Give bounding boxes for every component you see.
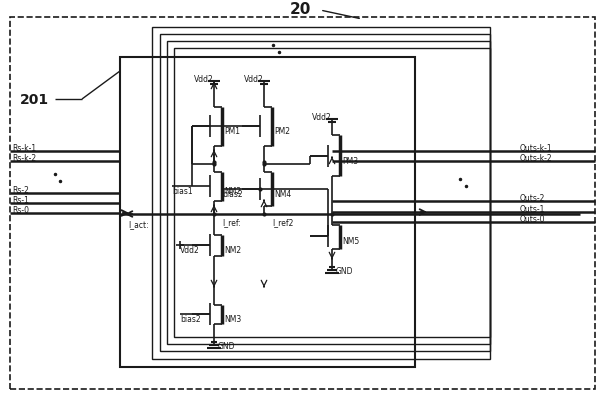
Bar (174, 49, 490, 337)
Text: GND: GND (218, 342, 235, 350)
Text: Rs-0: Rs-0 (12, 206, 29, 215)
Text: GND: GND (336, 267, 353, 276)
Bar (120, 58, 415, 367)
Text: Outs-0: Outs-0 (520, 215, 546, 224)
Text: bias2: bias2 (180, 315, 201, 324)
Text: Vdd2: Vdd2 (194, 75, 214, 84)
Text: bias1: bias1 (172, 187, 192, 196)
Text: Outs-k-1: Outs-k-1 (520, 144, 552, 153)
Text: I_ref:: I_ref: (222, 218, 241, 227)
Text: Outs-1: Outs-1 (520, 205, 545, 214)
Text: Rs-2: Rs-2 (12, 186, 29, 195)
Text: Vdd2: Vdd2 (180, 246, 200, 255)
Bar (152, 28, 490, 359)
Text: PM1: PM1 (224, 127, 240, 136)
Text: NM5: NM5 (342, 237, 359, 246)
Text: Vdd2: Vdd2 (312, 113, 332, 122)
Bar (160, 35, 490, 351)
Text: Outs-k-2: Outs-k-2 (520, 154, 552, 163)
Text: Rs-1: Rs-1 (12, 196, 29, 205)
Text: 201: 201 (20, 93, 49, 107)
Text: PM3: PM3 (342, 157, 358, 166)
Text: I_ref2: I_ref2 (272, 218, 293, 227)
Text: bias2: bias2 (222, 190, 243, 199)
Text: I_act:: I_act: (128, 220, 149, 229)
Text: Vdd2: Vdd2 (244, 75, 264, 84)
Text: NM3: NM3 (224, 315, 241, 324)
Text: PM2: PM2 (274, 127, 290, 136)
Text: Rs-k-1: Rs-k-1 (12, 144, 36, 153)
Text: NM4: NM4 (274, 190, 291, 199)
Text: Outs-2: Outs-2 (520, 194, 545, 203)
Text: Rs-k-2: Rs-k-2 (12, 154, 36, 163)
Text: 20: 20 (289, 2, 311, 18)
Text: NM2: NM2 (224, 187, 241, 196)
Text: NM2: NM2 (224, 246, 241, 255)
Bar (167, 42, 490, 344)
